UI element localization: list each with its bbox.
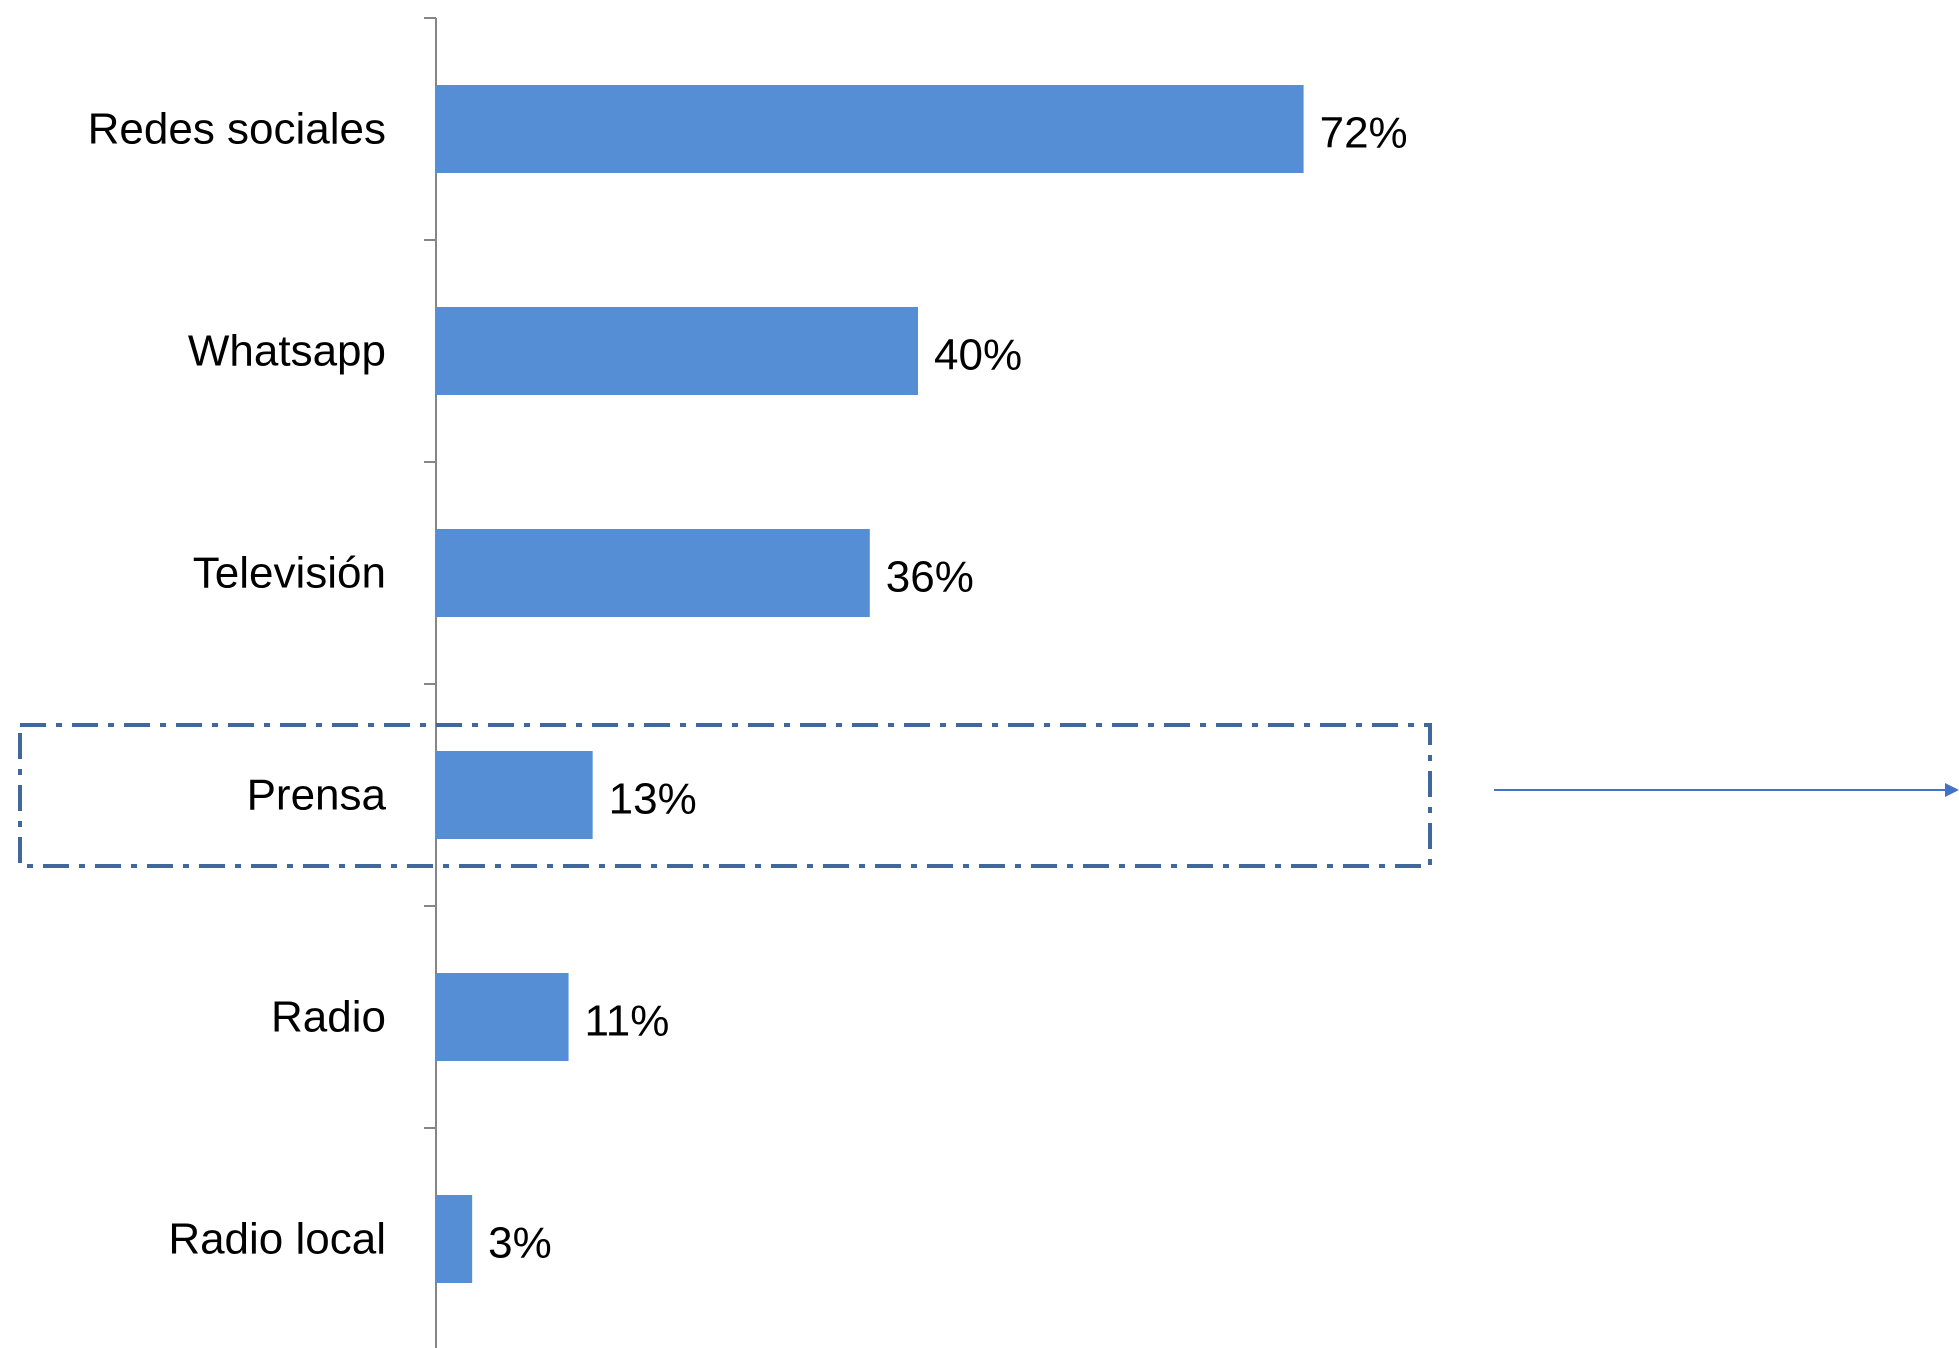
axis-layer	[424, 17, 437, 1348]
bar-radio-local	[436, 1195, 473, 1283]
category-label-whatsapp: Whatsapp	[188, 327, 386, 376]
value-label-redes-sociales: 72%	[1320, 109, 1408, 158]
bar-radio	[436, 973, 569, 1061]
category-label-television: Televisión	[193, 549, 386, 598]
bar-television	[436, 529, 870, 617]
value-label-radio: 11%	[585, 997, 670, 1046]
value-label-radio-local: 3%	[488, 1219, 552, 1268]
value-label-whatsapp: 40%	[934, 331, 1022, 380]
value-label-prensa: 13%	[609, 775, 697, 824]
bars-layer	[436, 85, 1304, 1283]
pointer-arrow-head	[1945, 783, 1959, 797]
annotation-layer	[18, 723, 1959, 868]
bar-prensa	[436, 751, 593, 839]
value-label-television: 36%	[886, 553, 974, 602]
category-label-radio-local: Radio local	[168, 1215, 386, 1264]
bar-whatsapp	[436, 307, 918, 395]
category-label-radio: Radio	[271, 993, 386, 1042]
category-label-redes-sociales: Redes sociales	[88, 105, 386, 154]
highlight-box	[18, 723, 1432, 868]
category-label-prensa: Prensa	[247, 771, 387, 820]
labels-layer: Redes sociales 72% Whatsapp 40% Televisión 36…	[88, 105, 1408, 1268]
bar-redes-sociales	[436, 85, 1304, 173]
